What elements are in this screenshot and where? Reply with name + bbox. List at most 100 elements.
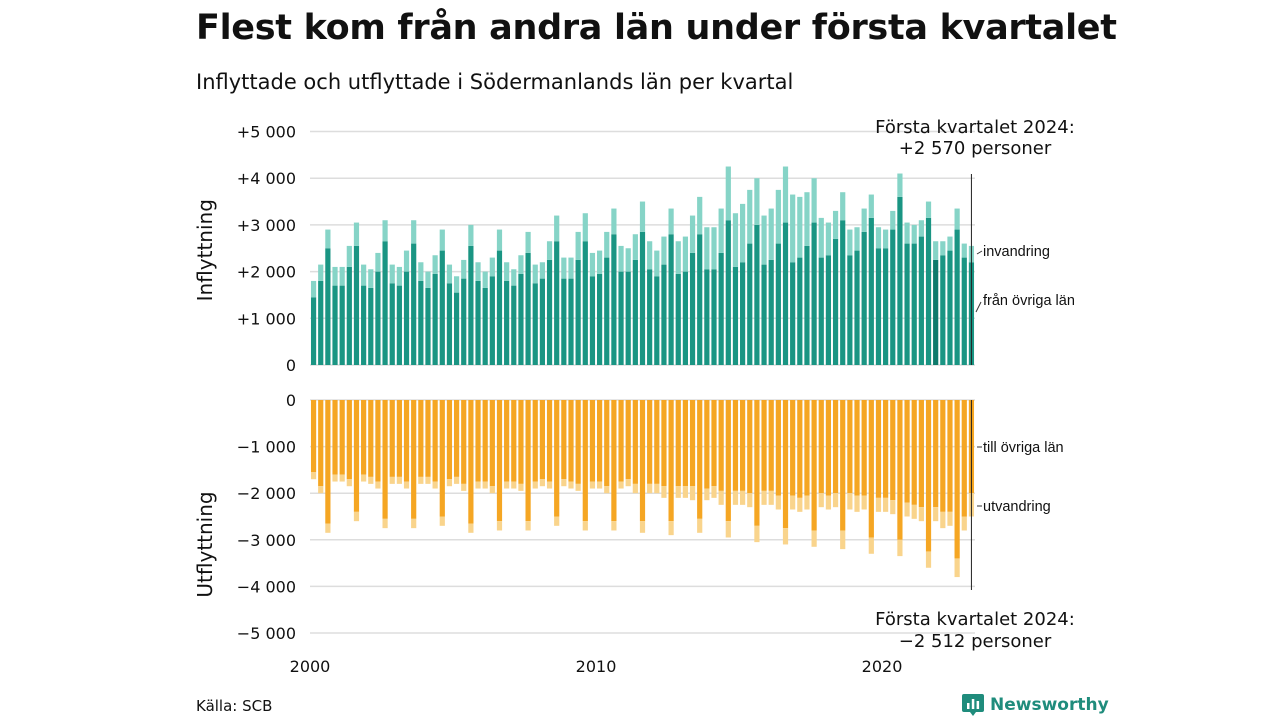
bar-immigration [432,255,438,274]
bar-emigration [339,474,345,482]
bar-from-other-counties [325,248,331,365]
bar-from-other-counties [925,217,932,365]
bar-to-other-counties [532,400,538,482]
bar-emigration [675,486,681,498]
bar-from-other-counties [332,285,338,365]
bar-to-other-counties [947,400,953,512]
y-tick-label-top: +5 000 [237,123,296,142]
y-tick-label-bottom: −5 000 [237,624,296,643]
bar-from-other-counties [868,217,874,365]
bar-to-other-counties [782,400,789,529]
bar-immigration [804,192,810,246]
bar-from-other-counties [582,241,588,365]
bar-emigration [940,511,946,529]
bar-from-other-counties [704,269,710,365]
bar-to-other-counties [596,400,603,482]
label-invandring: invandring [983,244,1050,260]
bar-immigration [711,227,717,270]
bar-from-other-counties [403,271,410,365]
bar-from-other-counties [961,257,967,365]
bar-emigration [353,511,360,522]
bar-to-other-counties [554,400,560,517]
bar-from-other-counties [711,269,717,365]
y-axis-title-top: Inflyttning [193,199,217,301]
bar-to-other-counties [618,400,624,482]
bar-to-other-counties [396,400,402,477]
bar-immigration [825,222,832,256]
bar-to-other-counties [461,400,467,484]
bar-emigration [568,481,574,489]
bar-emigration [625,479,631,487]
bar-emigration [775,495,781,510]
y-tick-label-top: +4 000 [237,169,296,188]
bar-from-other-counties [439,250,445,365]
bar-emigration [697,518,703,533]
bar-immigration [668,208,674,235]
bar-immigration [689,215,696,253]
bar-immigration [954,208,960,230]
bar-emigration [382,518,388,529]
bar-immigration [761,215,767,265]
bar-to-other-counties [511,400,517,482]
bar-to-other-counties [918,400,924,508]
bar-emigration [725,521,731,538]
bar-immigration [539,262,545,279]
bar-to-other-counties [804,400,810,496]
bar-immigration [496,229,503,251]
bar-to-other-counties [439,400,445,517]
bar-to-other-counties [897,400,903,540]
bar-emigration [890,500,896,515]
bar-from-other-counties [747,243,753,365]
bar-from-other-counties [654,276,660,365]
bar-from-other-counties [825,255,832,365]
bar-immigration [568,257,574,279]
bar-emigration [453,476,460,484]
bar-from-other-counties [411,243,417,365]
bar-immigration [911,224,917,244]
bar-emigration [618,481,624,489]
bar-from-other-counties [754,224,760,365]
bar-to-other-counties [382,400,388,519]
bar-to-other-counties [832,400,839,494]
bar-emigration [647,483,653,494]
label-fran-ovriga-lan: från övriga län [983,293,1075,309]
bar-from-other-counties [568,278,574,365]
bar-from-other-counties [761,264,767,365]
bar-from-other-counties [518,273,524,365]
bar-immigration [947,236,953,251]
label-utvandring: utvandring [983,499,1051,515]
bar-to-other-counties [890,400,896,501]
bar-to-other-counties [797,400,803,498]
bar-immigration [768,208,774,260]
bar-immigration [933,241,939,260]
bar-from-other-counties [797,257,803,365]
y-tick-label-top: +2 000 [237,263,296,282]
bar-to-other-counties [940,400,946,512]
bar-to-other-counties [561,400,567,480]
bar-immigration [625,248,631,272]
bar-immigration [468,224,474,246]
bar-emigration [582,521,588,531]
bar-immigration [575,231,581,260]
bar-to-other-counties [310,400,317,473]
bar-immigration [332,266,338,286]
bar-immigration [754,178,760,225]
bar-from-other-counties [861,231,867,365]
bar-immigration [732,213,739,267]
bar-immigration [318,264,324,281]
bar-to-other-counties [647,400,653,484]
bar-immigration [918,220,924,237]
bar-immigration [840,192,846,221]
bar-emigration [332,474,338,482]
bar-to-other-counties [654,400,660,484]
bar-from-other-counties [847,255,853,365]
bar-emigration [639,521,646,533]
bar-emigration [432,481,438,489]
bar-emigration [832,493,839,508]
bar-immigration [704,227,710,270]
y-tick-label-bottom: −2 000 [237,484,296,503]
bar-from-other-counties [482,287,488,365]
bar-to-other-counties [961,400,967,517]
bar-from-other-counties [918,236,924,365]
bar-emigration [768,490,774,505]
